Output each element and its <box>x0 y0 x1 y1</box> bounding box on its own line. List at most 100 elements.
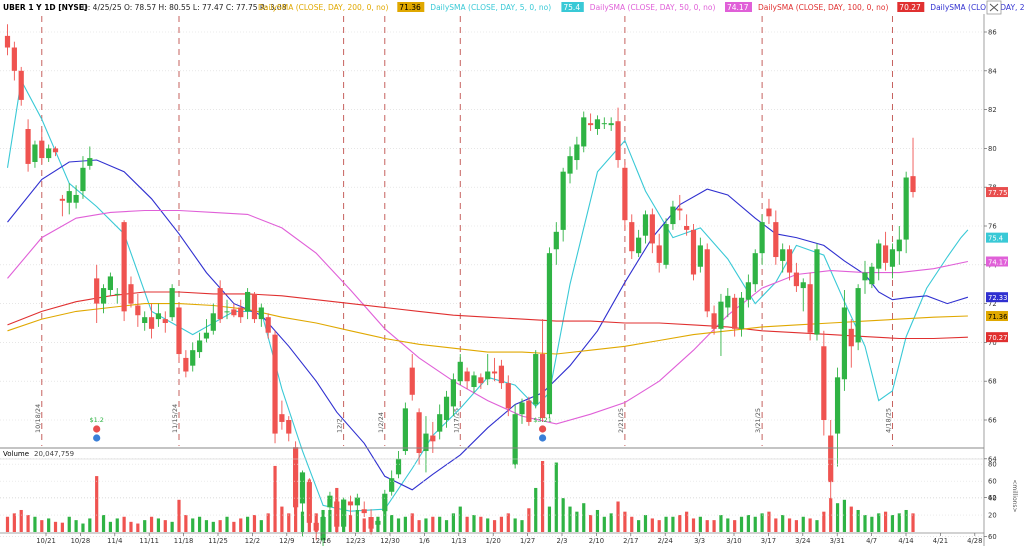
volume-bar <box>170 521 174 532</box>
volume-tick-label: 20 <box>988 512 997 520</box>
event-date-label: 2/21/25 <box>617 408 625 433</box>
date-tick-label: 3/3 <box>694 537 705 545</box>
candle-body <box>800 282 806 289</box>
volume-bar <box>890 515 895 532</box>
volume-bar <box>204 520 209 532</box>
volume-bar <box>314 513 318 532</box>
volume-bar <box>156 518 161 532</box>
date-tick-label: 3/10 <box>726 537 741 545</box>
candle-body <box>382 493 388 512</box>
candle-body <box>121 222 127 312</box>
date-tick-label: 12/30 <box>380 537 400 545</box>
volume-bar <box>623 511 627 532</box>
price-tick-label: 84 <box>988 67 997 75</box>
volume-bar <box>232 521 236 532</box>
header-background <box>0 0 1024 14</box>
date-tick-label: 1/13 <box>451 537 466 545</box>
date-tick-label: 1/20 <box>486 537 501 545</box>
symbol-label: UBER 1 Y 1D [NYSE] <box>3 3 87 12</box>
study-value-box <box>725 2 752 12</box>
volume-bar <box>431 516 435 532</box>
volume-bar <box>870 516 874 532</box>
volume-bar <box>129 521 133 532</box>
earnings-icon <box>93 425 101 433</box>
candle-body <box>711 313 717 329</box>
volume-bar <box>307 479 311 532</box>
candle-body <box>594 119 601 129</box>
volume-bar <box>595 509 600 532</box>
volume-bar <box>225 516 229 532</box>
candle-body <box>608 123 614 126</box>
price-badge-value: 72.33 <box>988 294 1007 302</box>
volume-bar <box>33 516 37 532</box>
volume-bar <box>534 487 538 532</box>
candle-body <box>553 231 559 250</box>
event-date-label: 1/17/25 <box>452 408 460 433</box>
date-tick-label: 2/10 <box>589 537 604 545</box>
volume-bar <box>424 518 428 532</box>
candle-body <box>238 307 244 318</box>
candle-body <box>169 288 175 318</box>
sma-line <box>6 78 969 512</box>
candle-body <box>485 371 491 380</box>
collapse-button[interactable] <box>986 0 1002 15</box>
volume-bar <box>513 518 517 532</box>
candle-body <box>670 206 676 225</box>
volume-bar <box>321 509 325 532</box>
candle-body <box>848 328 854 347</box>
volume-bar <box>685 511 689 532</box>
candle-body <box>46 148 52 159</box>
volume-bar <box>568 506 572 532</box>
price-badge <box>986 292 1008 303</box>
candle-body <box>389 478 395 492</box>
candle-body <box>841 307 848 380</box>
volume-panel: Volume 20,047,759 80 60 40 20 <millions> <box>0 447 1018 532</box>
volume-bar <box>26 515 30 532</box>
volume-bar <box>108 521 112 532</box>
date-tick-label: 12/2 <box>245 537 260 545</box>
volume-bar <box>643 515 648 532</box>
candle-body <box>286 420 292 434</box>
volume-bar <box>417 520 421 532</box>
price-tick-label: 76 <box>988 223 997 231</box>
volume-bar <box>794 520 798 532</box>
candle-body <box>574 144 580 161</box>
candle-body <box>738 297 745 329</box>
date-tick-label: 11/11 <box>139 537 159 545</box>
candle-body <box>162 319 168 323</box>
volume-bar <box>197 516 202 532</box>
candle-body <box>718 301 724 329</box>
volume-bar <box>81 523 85 532</box>
candle-body <box>588 123 594 126</box>
volume-bar <box>211 521 215 532</box>
study-value: 75.4 <box>563 3 580 12</box>
candle-body <box>402 408 408 452</box>
candle-body <box>546 253 553 415</box>
candle-body <box>896 239 902 252</box>
date-tick-label: 12/16 <box>311 537 331 545</box>
date-tick-label: 1/27 <box>520 537 535 545</box>
price-tick-label: 82 <box>988 106 997 114</box>
candle-body <box>272 334 278 434</box>
volume-bar <box>390 515 394 532</box>
volume-bar <box>499 516 504 532</box>
date-tick-label: 11/18 <box>174 537 194 545</box>
candle-body <box>148 317 155 329</box>
candle-body <box>615 121 621 161</box>
candle-body <box>725 295 731 308</box>
volume-bar <box>712 520 716 532</box>
candle-body <box>347 501 354 506</box>
price-tick-label: 70 <box>988 339 997 347</box>
candle-body <box>855 288 861 343</box>
volume-bar <box>273 465 277 532</box>
volume-bar <box>101 515 106 532</box>
earnings-icon <box>538 425 547 433</box>
date-tick-label: 3/31 <box>830 537 845 545</box>
volume-bar <box>177 499 181 532</box>
date-tick-label: 4/21 <box>933 537 948 545</box>
candle-body <box>629 222 635 252</box>
candle-body <box>512 414 518 465</box>
candle-body <box>279 414 285 422</box>
